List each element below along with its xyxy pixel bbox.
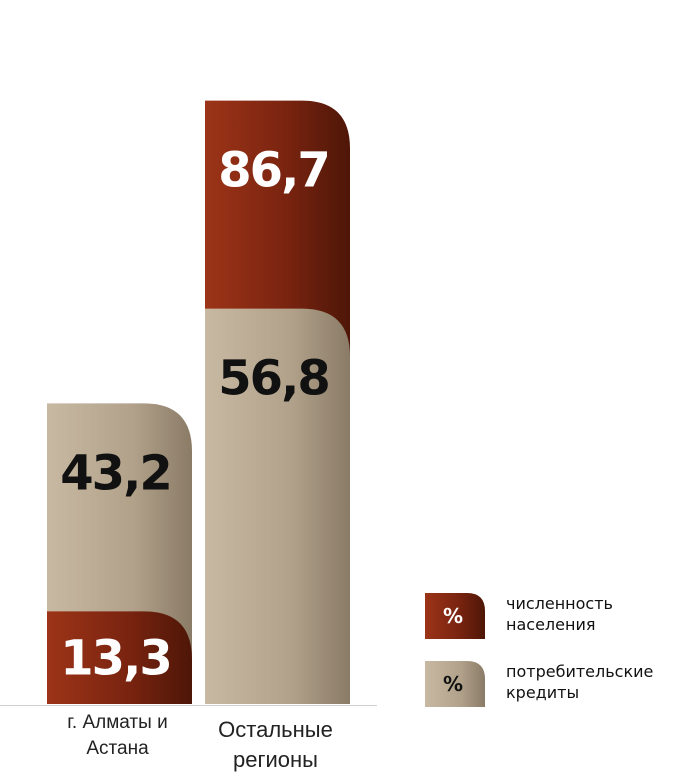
legend-symbol-0: % [443,604,463,628]
value-label-credits-1: 56,8 [218,351,328,407]
category-label-0-line-1: Астана [86,738,149,759]
legend-swatch-1 [425,661,485,707]
legend-label-0-line-0: численность [506,594,613,613]
value-label-population-1: 86,7 [218,143,328,199]
legend-symbol-1: % [443,672,463,696]
legend-label-0-line-1: населения [506,615,595,634]
legend-label-1-line-0: потребительские [506,662,653,681]
category-label-0-line-0: г. Алматы и [67,712,167,733]
legend-label-1-line-1: кредиты [506,683,579,702]
legend-swatch-0 [425,593,485,639]
value-label-credits-0: 43,2 [60,445,170,501]
bar-population-0 [47,611,192,704]
bar-credits-1 [205,308,350,704]
category-label-1-line-1: регионы [233,747,318,772]
category-label-1-line-0: Остальные [218,717,333,742]
value-label-population-0: 13,3 [60,631,170,687]
